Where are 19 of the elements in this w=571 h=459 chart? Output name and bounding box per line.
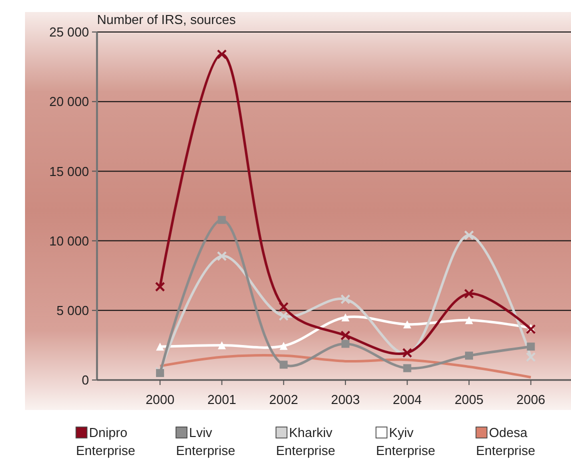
x-tick-label: 2005 [454,392,484,407]
y-tick-label: 5 000 [56,302,89,318]
legend-label: Kharkiv Enterprise [276,425,336,458]
legend-label: Dnipro Enterprise [76,425,136,458]
x-tick-label: 2001 [207,392,236,407]
y-tick-label: 25 000 [49,24,89,40]
x-tick-label: 2006 [516,392,546,407]
y-tick-label: 20 000 [49,94,89,110]
legend-label: Kyiv Enterprise [376,425,436,458]
y-tick-label: 15 000 [49,164,89,179]
y-axis-title: Number of IRS, sources [97,12,236,27]
legend-label: Lviv Enterprise [176,425,236,458]
y-tick-label: 0 [82,372,89,388]
legend-label: Odesa Enterprise [476,425,536,458]
x-tick-label: 2000 [146,392,174,407]
x-tick-label: 2002 [269,392,298,407]
x-tick-label: 2003 [330,392,360,407]
y-tick-label: 10 000 [49,233,89,248]
x-tick-label: 2004 [392,392,422,407]
